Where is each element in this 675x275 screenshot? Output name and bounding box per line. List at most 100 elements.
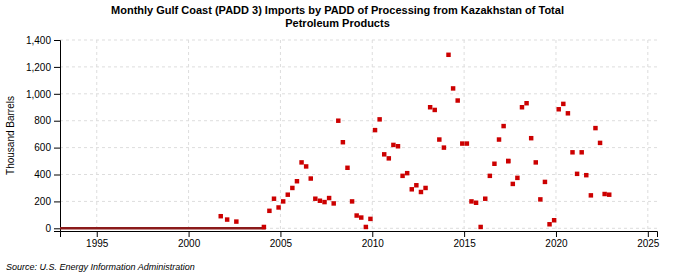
grid-line (372, 40, 373, 231)
tick-mark (54, 148, 60, 149)
grid-line (60, 66, 657, 67)
point (387, 156, 391, 160)
grid-line (188, 40, 189, 231)
tick: 1995 (86, 231, 109, 249)
tick-label: 1995 (86, 238, 109, 249)
tick-mark (54, 228, 60, 229)
tick-mark (54, 40, 60, 41)
point (295, 179, 299, 183)
point (501, 124, 505, 128)
point (322, 200, 326, 204)
point (478, 225, 482, 229)
title-line: Petroleum Products (285, 17, 390, 29)
point (455, 98, 459, 102)
grid-line (60, 228, 657, 229)
tick-mark (54, 201, 60, 202)
point (589, 193, 593, 197)
point (556, 107, 560, 111)
point (373, 128, 377, 132)
tick-mark (280, 231, 281, 237)
point (446, 53, 450, 57)
tick: 2015 (453, 231, 476, 249)
point (515, 176, 519, 180)
point (262, 225, 266, 229)
tick: 2005 (270, 231, 293, 249)
point (570, 150, 574, 154)
point (593, 126, 597, 130)
grid (60, 40, 657, 231)
tick-label: 1,200 (26, 62, 51, 73)
grid-line (60, 201, 657, 202)
tick-mark (648, 231, 649, 237)
point (304, 164, 308, 168)
tick: 2025 (637, 231, 660, 249)
point (276, 205, 280, 209)
point (543, 180, 547, 184)
point (529, 136, 533, 140)
grid-line (464, 40, 465, 231)
point (598, 141, 602, 145)
axis-line (61, 232, 658, 238)
tick-label: 2025 (637, 238, 660, 249)
point (506, 159, 510, 163)
tick-label: 2010 (362, 238, 385, 249)
tick: 0 (45, 223, 60, 234)
point (299, 160, 303, 164)
point (414, 183, 418, 187)
grid-line (60, 120, 657, 121)
x-axis: 1995 2000 2005 2010 2015 2020 2025 (61, 231, 660, 249)
point (286, 192, 290, 196)
point (318, 198, 322, 202)
point (267, 209, 271, 213)
point (547, 222, 551, 226)
tick: 2000 (178, 231, 201, 249)
point (584, 173, 588, 177)
grid-line (60, 174, 657, 175)
point (331, 201, 335, 205)
point (368, 217, 372, 221)
point (290, 186, 294, 190)
point (460, 141, 464, 145)
point (327, 196, 331, 200)
point (465, 141, 469, 145)
point (354, 213, 358, 217)
tick-label: 1,400 (26, 35, 51, 46)
y-axis-label: Thousand Barrels (5, 96, 16, 175)
grid-line (280, 40, 281, 231)
tick: 400 (34, 169, 60, 180)
tick: 2010 (362, 231, 385, 249)
point (225, 217, 229, 221)
point (488, 174, 492, 178)
point (492, 162, 496, 166)
grid-line (60, 147, 657, 148)
point (428, 105, 432, 109)
grid-line (60, 40, 657, 41)
data-layer (60, 53, 611, 230)
point (451, 86, 455, 90)
point (309, 176, 313, 180)
tick-mark (54, 67, 60, 68)
point (272, 196, 276, 200)
point (474, 201, 478, 205)
tick-mark (54, 175, 60, 176)
tick-label: 600 (34, 142, 51, 153)
tick: 600 (34, 142, 60, 153)
point (566, 111, 570, 115)
point (345, 166, 349, 170)
point (579, 150, 583, 154)
tick: 200 (34, 196, 60, 207)
title-line: Monthly Gulf Coast (PADD 3) Imports by P… (111, 4, 564, 16)
tick: 1,000 (26, 89, 60, 100)
point (538, 197, 542, 201)
annotation: Source: U.S. Energy Information Administ… (6, 262, 195, 272)
tick-mark (556, 231, 557, 237)
title: Monthly Gulf Coast (PADD 3) Imports by P… (111, 4, 564, 29)
point (602, 192, 606, 196)
point (410, 187, 414, 191)
point (534, 160, 538, 164)
point (382, 152, 386, 156)
point (483, 196, 487, 200)
y-axis: 02004006008001,0001,2001,400 (26, 35, 61, 234)
tick-label: 2020 (545, 238, 568, 249)
tick-mark (464, 231, 465, 237)
